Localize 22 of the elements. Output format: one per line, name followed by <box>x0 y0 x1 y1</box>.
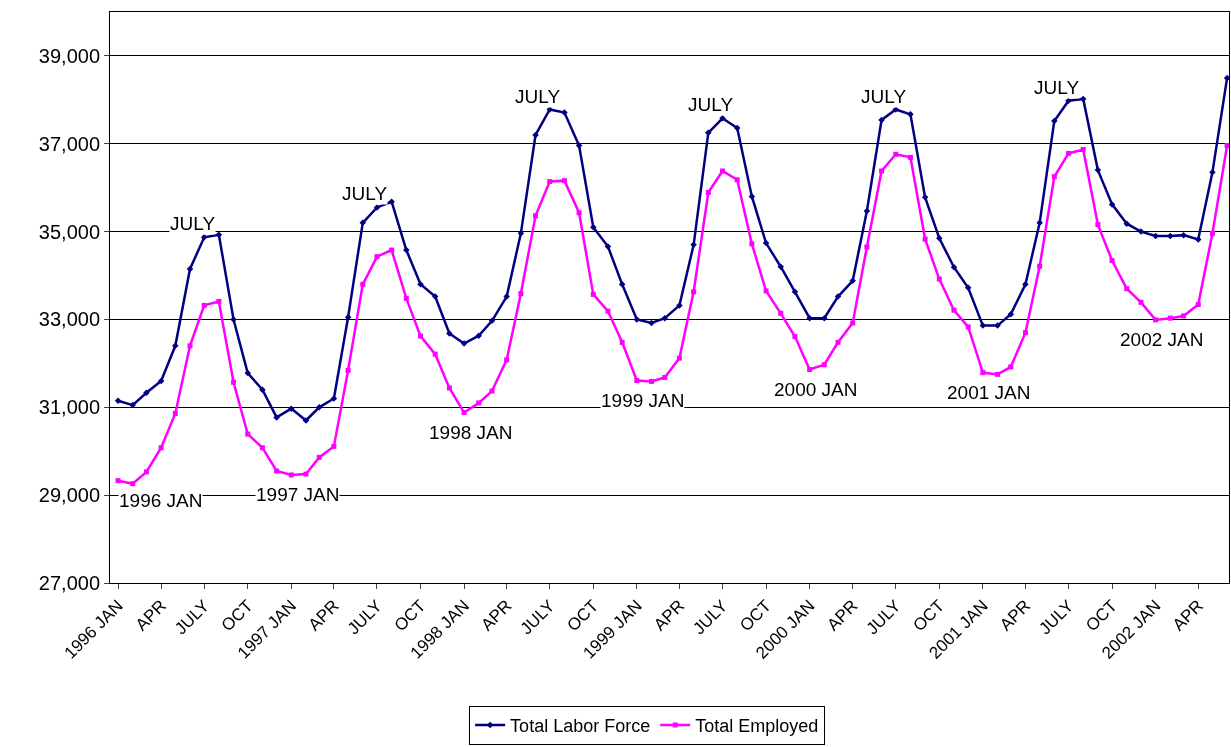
annotation: 2001 JAN <box>947 382 1031 403</box>
annotation: 2002 JAN <box>1120 329 1204 350</box>
annotation: 2000 JAN <box>774 379 858 400</box>
y-tick-label: 39,000 <box>38 44 100 67</box>
annotation: JULY <box>1034 77 1080 98</box>
annotation: 1998 JAN <box>429 422 513 443</box>
y-tick-label: 29,000 <box>38 484 100 507</box>
y-tick-label: 27,000 <box>38 572 100 594</box>
annotation: JULY <box>688 94 734 115</box>
y-tick-label: 31,000 <box>38 396 100 419</box>
annotation: 1999 JAN <box>601 390 685 411</box>
annotation: JULY <box>170 213 216 234</box>
annotation: JULY <box>342 183 388 204</box>
y-tick-label: 33,000 <box>38 308 100 331</box>
annotation: 1997 JAN <box>256 484 340 505</box>
y-tick-label: 35,000 <box>38 220 100 243</box>
annotation: JULY <box>861 86 907 107</box>
annotation: JULY <box>515 86 561 107</box>
y-tick-label: 37,000 <box>38 132 100 155</box>
annotation: 1996 JAN <box>119 490 203 511</box>
legend-label: Total Labor Force <box>510 715 651 736</box>
legend-label: Total Employed <box>695 715 819 736</box>
